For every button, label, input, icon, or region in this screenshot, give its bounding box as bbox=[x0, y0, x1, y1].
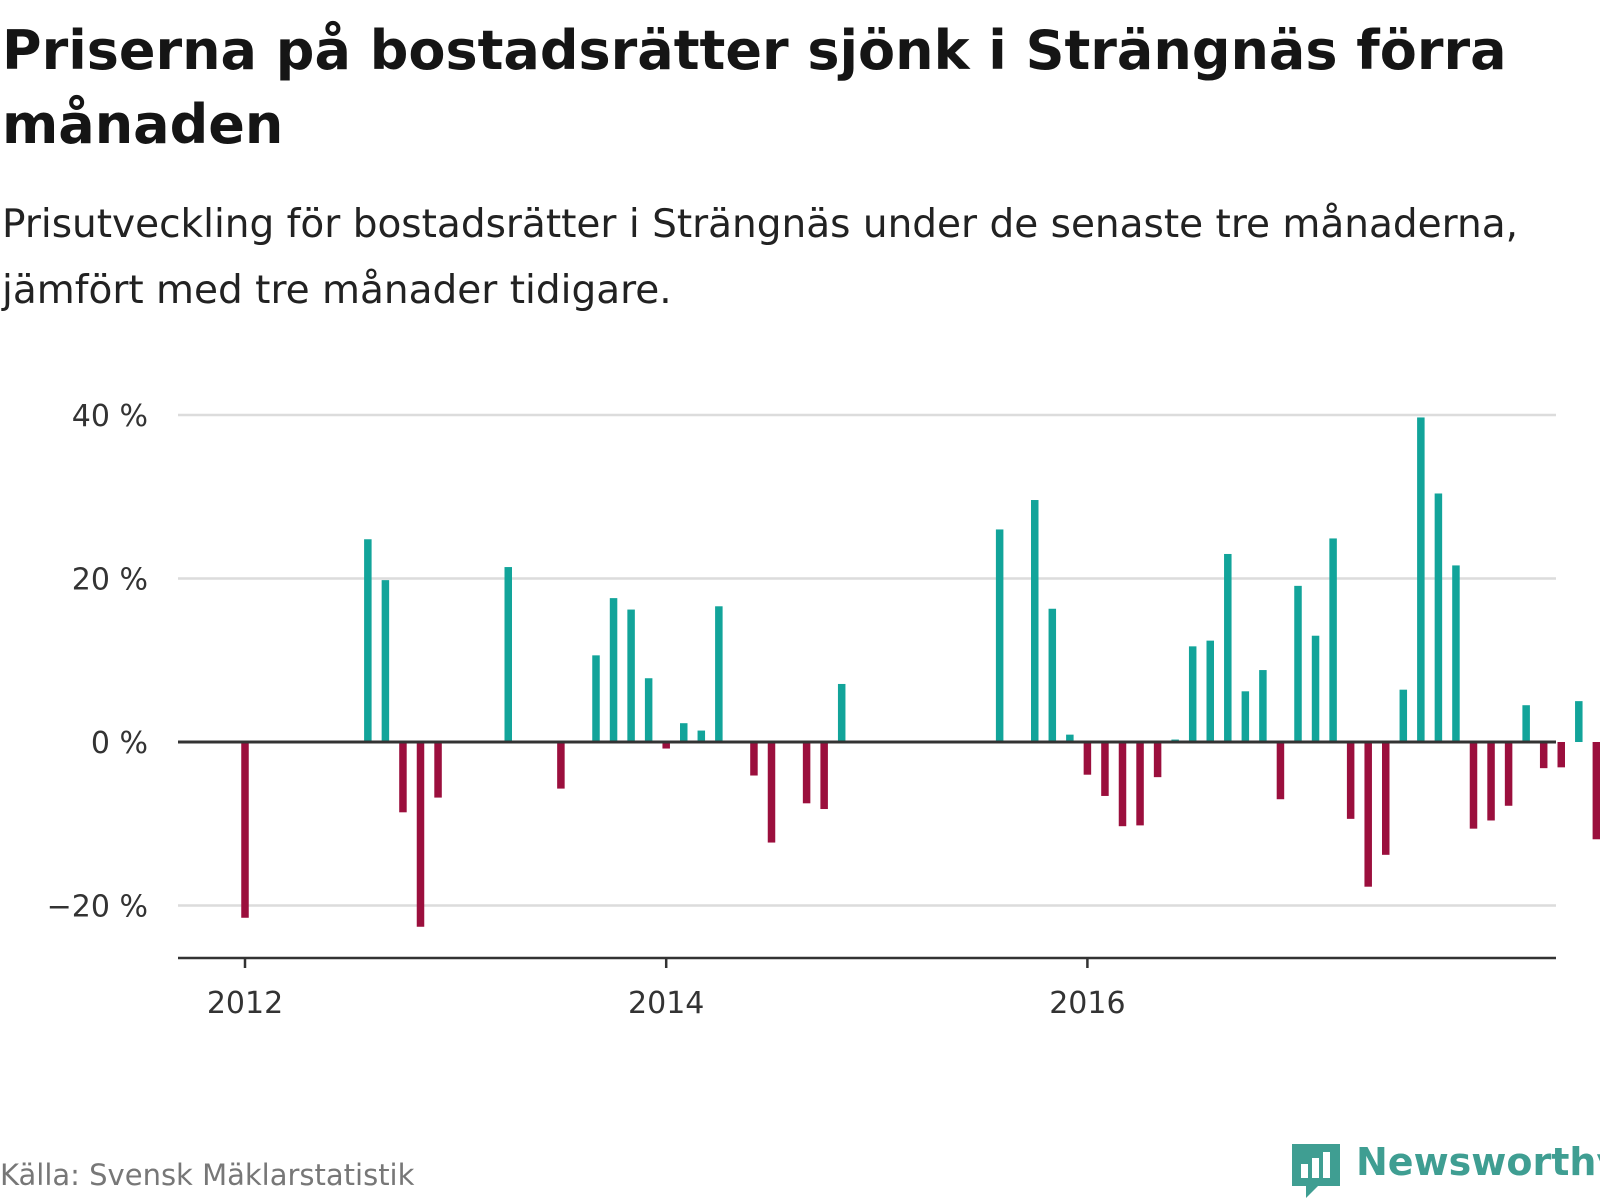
y-tick-label: 20 % bbox=[72, 563, 148, 598]
brand-name: Newsworthy bbox=[1356, 1140, 1600, 1184]
bar bbox=[1329, 538, 1337, 742]
bar bbox=[750, 742, 758, 776]
bar bbox=[557, 742, 565, 789]
bar bbox=[1118, 742, 1127, 827]
bar bbox=[1417, 417, 1425, 742]
bar bbox=[1557, 742, 1565, 768]
bar bbox=[1241, 691, 1250, 742]
bar bbox=[592, 655, 600, 743]
bar bbox=[241, 742, 249, 918]
bar bbox=[662, 742, 670, 749]
bar bbox=[1083, 742, 1092, 775]
newsworthy-logo-icon bbox=[1292, 1144, 1340, 1198]
bar-chart: 40 %20 %0 %−20 % 20122014201620192021202… bbox=[47, 399, 1600, 1021]
bar bbox=[1522, 705, 1530, 742]
bar bbox=[1399, 689, 1408, 742]
bar bbox=[1048, 608, 1057, 742]
bar bbox=[1364, 742, 1372, 887]
bar bbox=[1136, 742, 1144, 826]
bar bbox=[1575, 701, 1583, 743]
bar bbox=[1382, 742, 1390, 855]
bar bbox=[1452, 565, 1460, 742]
bar bbox=[680, 723, 688, 742]
chart-title: Priserna på bostadsrätter sjönk i Sträng… bbox=[2, 19, 1507, 156]
bar bbox=[1153, 742, 1162, 778]
bar bbox=[1206, 640, 1214, 742]
bar bbox=[1188, 646, 1197, 742]
y-tick-label: 0 % bbox=[91, 726, 148, 761]
bar bbox=[1101, 742, 1109, 796]
bar bbox=[1469, 742, 1478, 829]
bar bbox=[416, 742, 425, 927]
bar bbox=[627, 609, 635, 742]
bar bbox=[1592, 742, 1600, 840]
bar bbox=[697, 730, 706, 743]
bar bbox=[820, 742, 828, 810]
bar bbox=[1259, 670, 1267, 742]
y-axis-labels: 40 % 20 % 0 % −20 % bbox=[47, 399, 148, 925]
y-tick-label: 40 % bbox=[72, 399, 148, 434]
bar bbox=[767, 742, 776, 843]
bar bbox=[802, 742, 811, 804]
bars bbox=[178, 417, 1600, 927]
x-tick-label: 2014 bbox=[628, 986, 704, 1021]
source-credit: Källa: Svensk Mäklarstatistik bbox=[0, 1158, 415, 1192]
bar bbox=[609, 598, 618, 742]
x-tick-label: 2012 bbox=[207, 986, 283, 1021]
bar bbox=[399, 742, 407, 813]
bar bbox=[1224, 553, 1232, 742]
x-tick-label: 2016 bbox=[1049, 986, 1125, 1021]
bar bbox=[715, 606, 723, 742]
bar bbox=[1346, 742, 1355, 819]
x-axis: 201220142016201920212023 bbox=[178, 956, 1556, 1021]
bar bbox=[1311, 635, 1320, 742]
bar bbox=[1434, 493, 1443, 742]
bar bbox=[504, 567, 512, 742]
bar bbox=[364, 539, 372, 742]
y-tick-label: −20 % bbox=[47, 890, 148, 925]
bar bbox=[1031, 500, 1039, 742]
bar bbox=[644, 678, 653, 743]
chart-subtitle: Prisutveckling för bostadsrätter i Strän… bbox=[2, 202, 1519, 313]
bar bbox=[1276, 742, 1285, 800]
bar bbox=[837, 683, 846, 742]
bar bbox=[1066, 734, 1074, 742]
bar bbox=[1294, 585, 1302, 742]
bar bbox=[381, 580, 390, 742]
bar bbox=[1487, 742, 1495, 821]
bar bbox=[1539, 742, 1548, 769]
bar bbox=[995, 529, 1004, 742]
bar bbox=[1504, 742, 1513, 806]
bar bbox=[434, 742, 442, 798]
